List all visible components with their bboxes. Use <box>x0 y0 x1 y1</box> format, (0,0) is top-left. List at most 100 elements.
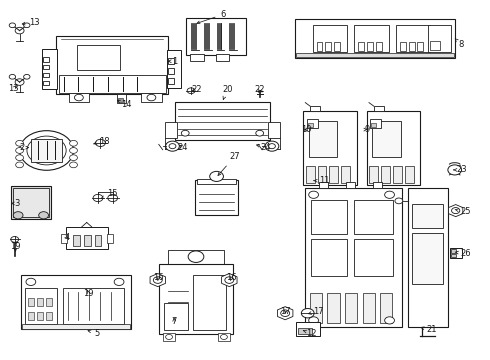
Circle shape <box>9 75 16 79</box>
Text: 9: 9 <box>364 125 370 134</box>
Bar <box>165 122 177 138</box>
Bar <box>317 42 322 51</box>
Bar <box>450 248 462 258</box>
Bar <box>168 78 174 84</box>
Circle shape <box>70 162 77 168</box>
Bar <box>118 98 123 102</box>
Bar <box>363 293 375 323</box>
Bar <box>167 50 181 88</box>
Bar <box>31 139 62 162</box>
Text: 3: 3 <box>12 199 20 208</box>
Text: 23: 23 <box>454 165 467 174</box>
Circle shape <box>11 237 19 242</box>
Text: 6: 6 <box>197 10 226 24</box>
Bar <box>296 322 320 336</box>
Bar <box>370 119 381 128</box>
Bar <box>412 233 443 284</box>
Bar <box>308 123 313 127</box>
Text: 16: 16 <box>226 274 237 282</box>
Circle shape <box>24 75 30 79</box>
Circle shape <box>147 94 156 101</box>
Bar <box>380 293 392 323</box>
Text: 13: 13 <box>22 18 40 27</box>
Bar <box>21 275 131 329</box>
Bar <box>327 293 340 323</box>
Bar <box>405 166 414 183</box>
Circle shape <box>70 140 77 146</box>
Bar <box>59 75 166 93</box>
Circle shape <box>210 171 223 181</box>
Bar <box>376 42 382 51</box>
Bar <box>396 25 430 52</box>
Bar <box>164 303 188 330</box>
Text: 19: 19 <box>83 289 94 298</box>
Circle shape <box>108 194 118 202</box>
Bar <box>354 200 393 234</box>
Circle shape <box>27 136 66 165</box>
Text: 8: 8 <box>455 39 464 49</box>
Text: 17: 17 <box>280 307 291 316</box>
Bar <box>190 54 204 61</box>
Circle shape <box>181 130 189 136</box>
Bar <box>28 298 34 306</box>
Bar <box>168 58 174 64</box>
Text: 15: 15 <box>101 189 117 198</box>
Text: 18: 18 <box>94 136 110 145</box>
Circle shape <box>26 278 36 285</box>
Bar <box>334 42 340 51</box>
Bar <box>358 42 364 51</box>
Bar <box>84 235 91 246</box>
Circle shape <box>169 144 176 149</box>
Bar <box>298 328 312 334</box>
Bar <box>43 81 49 85</box>
Circle shape <box>301 309 314 318</box>
Bar <box>11 186 51 219</box>
Text: 24: 24 <box>177 143 188 152</box>
Bar <box>412 204 443 228</box>
Text: 12: 12 <box>303 328 317 338</box>
Circle shape <box>309 191 318 198</box>
Bar <box>56 36 168 94</box>
Circle shape <box>114 278 124 285</box>
Bar <box>175 102 270 140</box>
Circle shape <box>39 212 49 219</box>
Circle shape <box>448 165 462 175</box>
Text: 1: 1 <box>169 57 178 66</box>
Bar <box>367 111 420 185</box>
Bar <box>319 182 328 188</box>
Circle shape <box>187 88 195 94</box>
Bar <box>268 122 280 138</box>
Bar <box>195 180 238 215</box>
Circle shape <box>166 141 179 151</box>
Polygon shape <box>221 274 237 287</box>
Bar <box>430 41 440 50</box>
Circle shape <box>188 251 204 262</box>
Bar <box>69 93 89 102</box>
Circle shape <box>385 317 394 324</box>
Bar <box>325 42 331 51</box>
Text: 5: 5 <box>88 328 100 338</box>
Bar <box>197 179 236 184</box>
Bar <box>193 275 226 330</box>
Bar <box>346 182 355 188</box>
Bar <box>329 166 338 183</box>
Bar <box>311 239 347 276</box>
Bar <box>313 25 347 52</box>
Text: 16: 16 <box>153 274 164 282</box>
Circle shape <box>16 162 24 168</box>
Bar <box>417 42 423 51</box>
Bar <box>117 94 126 103</box>
Bar <box>218 333 230 341</box>
Bar <box>141 93 162 102</box>
Bar <box>66 227 108 249</box>
Bar <box>306 166 315 183</box>
Bar <box>43 57 49 62</box>
Bar <box>61 234 67 243</box>
Bar <box>428 25 451 52</box>
Bar <box>400 42 406 51</box>
Circle shape <box>225 277 234 283</box>
Text: 10: 10 <box>301 125 311 134</box>
Bar <box>309 121 337 157</box>
Circle shape <box>74 94 83 101</box>
Text: 17: 17 <box>309 307 323 316</box>
